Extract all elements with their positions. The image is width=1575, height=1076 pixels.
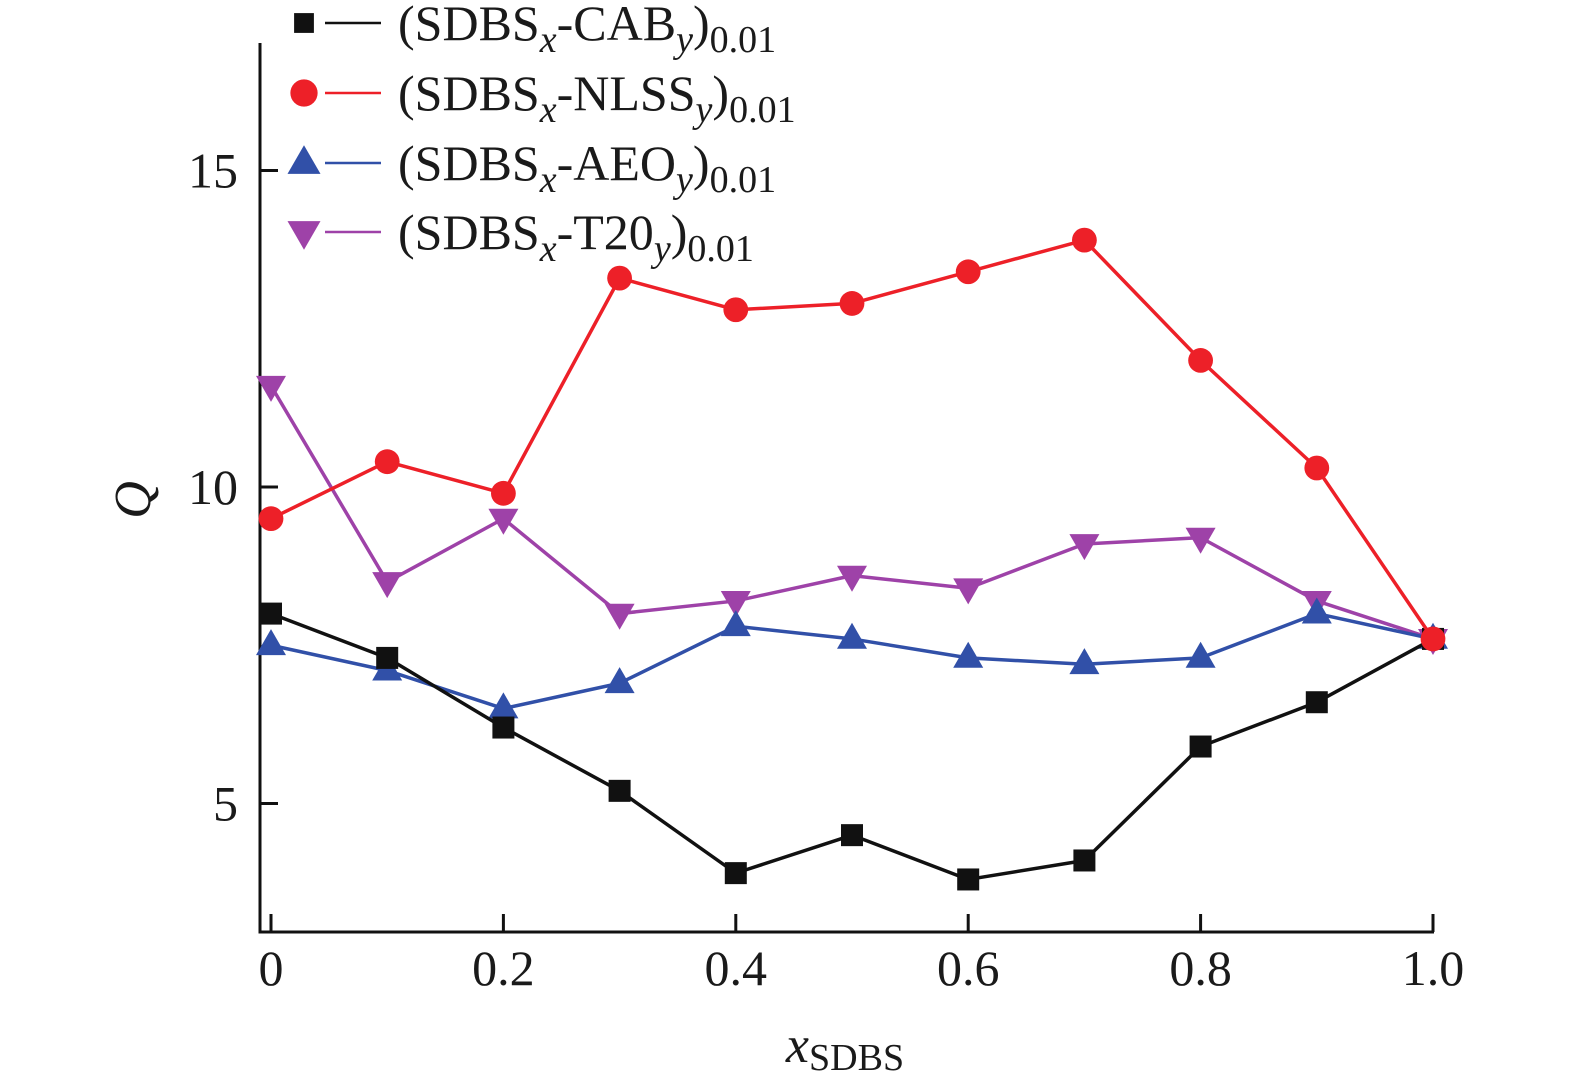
- legend-label: (SDBSx-NLSSy)0.01: [398, 65, 796, 131]
- legend-label: (SDBSx-CABy)0.01: [398, 0, 776, 61]
- data-point: [492, 716, 515, 739]
- legend-label-part: x: [539, 89, 557, 131]
- legend-label-part: y: [672, 159, 693, 201]
- y-tick-label: 5: [213, 776, 238, 832]
- data-point: [955, 259, 981, 285]
- legend-label-part: 0.01: [687, 228, 754, 270]
- legend-label: (SDBSx-T20y)0.01: [398, 204, 754, 270]
- legend-label-part: ): [693, 135, 710, 191]
- data-point: [1189, 735, 1212, 758]
- y-tick-label: 15: [188, 143, 238, 199]
- data-point: [1073, 849, 1096, 872]
- legend-label-part: 0.01: [729, 89, 796, 131]
- legend: (SDBSx-CABy)0.01(SDBSx-NLSSy)0.01(SDBSx-…: [287, 0, 796, 270]
- series-cab: [260, 602, 1444, 891]
- legend-label-part: -CAB: [557, 0, 676, 51]
- legend-label: (SDBSx-AEOy)0.01: [398, 135, 776, 201]
- legend-label-part: y: [650, 228, 671, 270]
- data-point: [1305, 691, 1328, 714]
- legend-label-part: ): [671, 204, 688, 260]
- data-point: [1069, 534, 1100, 561]
- y-tick-label: 10: [188, 459, 238, 515]
- legend-label-part: x: [539, 19, 557, 61]
- data-point: [488, 508, 519, 535]
- data-point: [258, 506, 284, 532]
- data-point: [1420, 626, 1446, 652]
- legend-marker: [287, 221, 321, 250]
- x-tick-label: 0: [259, 940, 284, 996]
- data-point: [841, 824, 863, 847]
- legend-label-part: -T20: [557, 204, 654, 260]
- series-line: [269, 384, 1434, 641]
- data-point: [953, 641, 984, 668]
- data-point: [256, 629, 286, 656]
- data-point: [260, 602, 282, 625]
- data-point: [1185, 641, 1216, 668]
- x-tick-label: 0.8: [1169, 940, 1232, 996]
- legend-item: (SDBSx-NLSSy)0.01: [290, 65, 796, 131]
- data-point: [604, 603, 635, 630]
- data-point: [372, 572, 403, 599]
- data-point: [1185, 527, 1216, 554]
- data-point: [720, 610, 751, 637]
- legend-label-part: x: [539, 159, 557, 201]
- y-ticks: 5 10 15: [188, 143, 278, 832]
- data-point: [256, 375, 286, 402]
- legend-label-part: y: [672, 19, 693, 61]
- legend-label-part: 0.01: [710, 19, 777, 61]
- data-point: [723, 297, 749, 323]
- axes: 0 0.2 0.4 0.6 0.8 1.0 5 10 15: [188, 43, 1464, 996]
- data-point: [839, 291, 865, 316]
- data-point: [724, 862, 747, 885]
- data-point: [720, 591, 751, 618]
- y-axis-label: Q: [105, 481, 162, 519]
- legend-label-part: -AEO: [557, 135, 676, 191]
- x-tick-label: 1.0: [1402, 940, 1465, 996]
- series-aeo: [256, 597, 1448, 719]
- data-point: [1069, 648, 1100, 675]
- legend-label-part: (SDBS: [398, 65, 540, 121]
- x-tick-label: 0.2: [472, 940, 535, 996]
- data-point: [376, 646, 399, 669]
- data-point: [488, 692, 519, 719]
- data-point: [953, 578, 984, 605]
- data-point: [1301, 597, 1332, 624]
- x-tick-label: 0.6: [937, 940, 1000, 996]
- data-point: [374, 449, 400, 475]
- x-axis-label-sub: SDBS: [809, 1037, 904, 1076]
- legend-marker: [287, 145, 321, 174]
- legend-label-part: ): [693, 0, 710, 51]
- legend-label-part: (SDBS: [398, 0, 540, 51]
- data-point: [837, 565, 867, 592]
- x-tick-label: 0.4: [705, 940, 768, 996]
- data-point: [1188, 348, 1213, 373]
- data-point: [1072, 227, 1097, 253]
- legend-label-part: -NLSS: [557, 65, 696, 121]
- data-point: [491, 480, 516, 506]
- legend-item: (SDBSx-AEOy)0.01: [287, 135, 776, 201]
- legend-label-part: (SDBS: [398, 204, 540, 260]
- legend-label-part: y: [692, 89, 713, 131]
- series-layer: [256, 227, 1448, 891]
- x-ticks: 0 0.2 0.4 0.6 0.8 1.0: [259, 914, 1465, 996]
- data-point: [604, 667, 635, 694]
- data-point: [957, 868, 980, 891]
- data-point: [607, 265, 632, 291]
- legend-marker: [294, 13, 314, 33]
- data-point: [608, 779, 631, 802]
- legend-label-part: ): [712, 65, 729, 121]
- data-point: [837, 622, 867, 649]
- x-axis-label-main: x: [785, 1017, 809, 1074]
- data-point: [1304, 455, 1330, 481]
- series-t20: [256, 375, 1448, 656]
- legend-item: (SDBSx-T20y)0.01: [287, 204, 754, 270]
- series-nlss: [258, 227, 1446, 652]
- legend-item: (SDBSx-CABy)0.01: [294, 0, 776, 61]
- x-axis-label: xSDBS: [785, 1017, 904, 1076]
- legend-label-part: x: [539, 228, 557, 270]
- legend-marker: [290, 79, 318, 107]
- legend-label-part: 0.01: [710, 159, 777, 201]
- legend-label-part: (SDBS: [398, 135, 540, 191]
